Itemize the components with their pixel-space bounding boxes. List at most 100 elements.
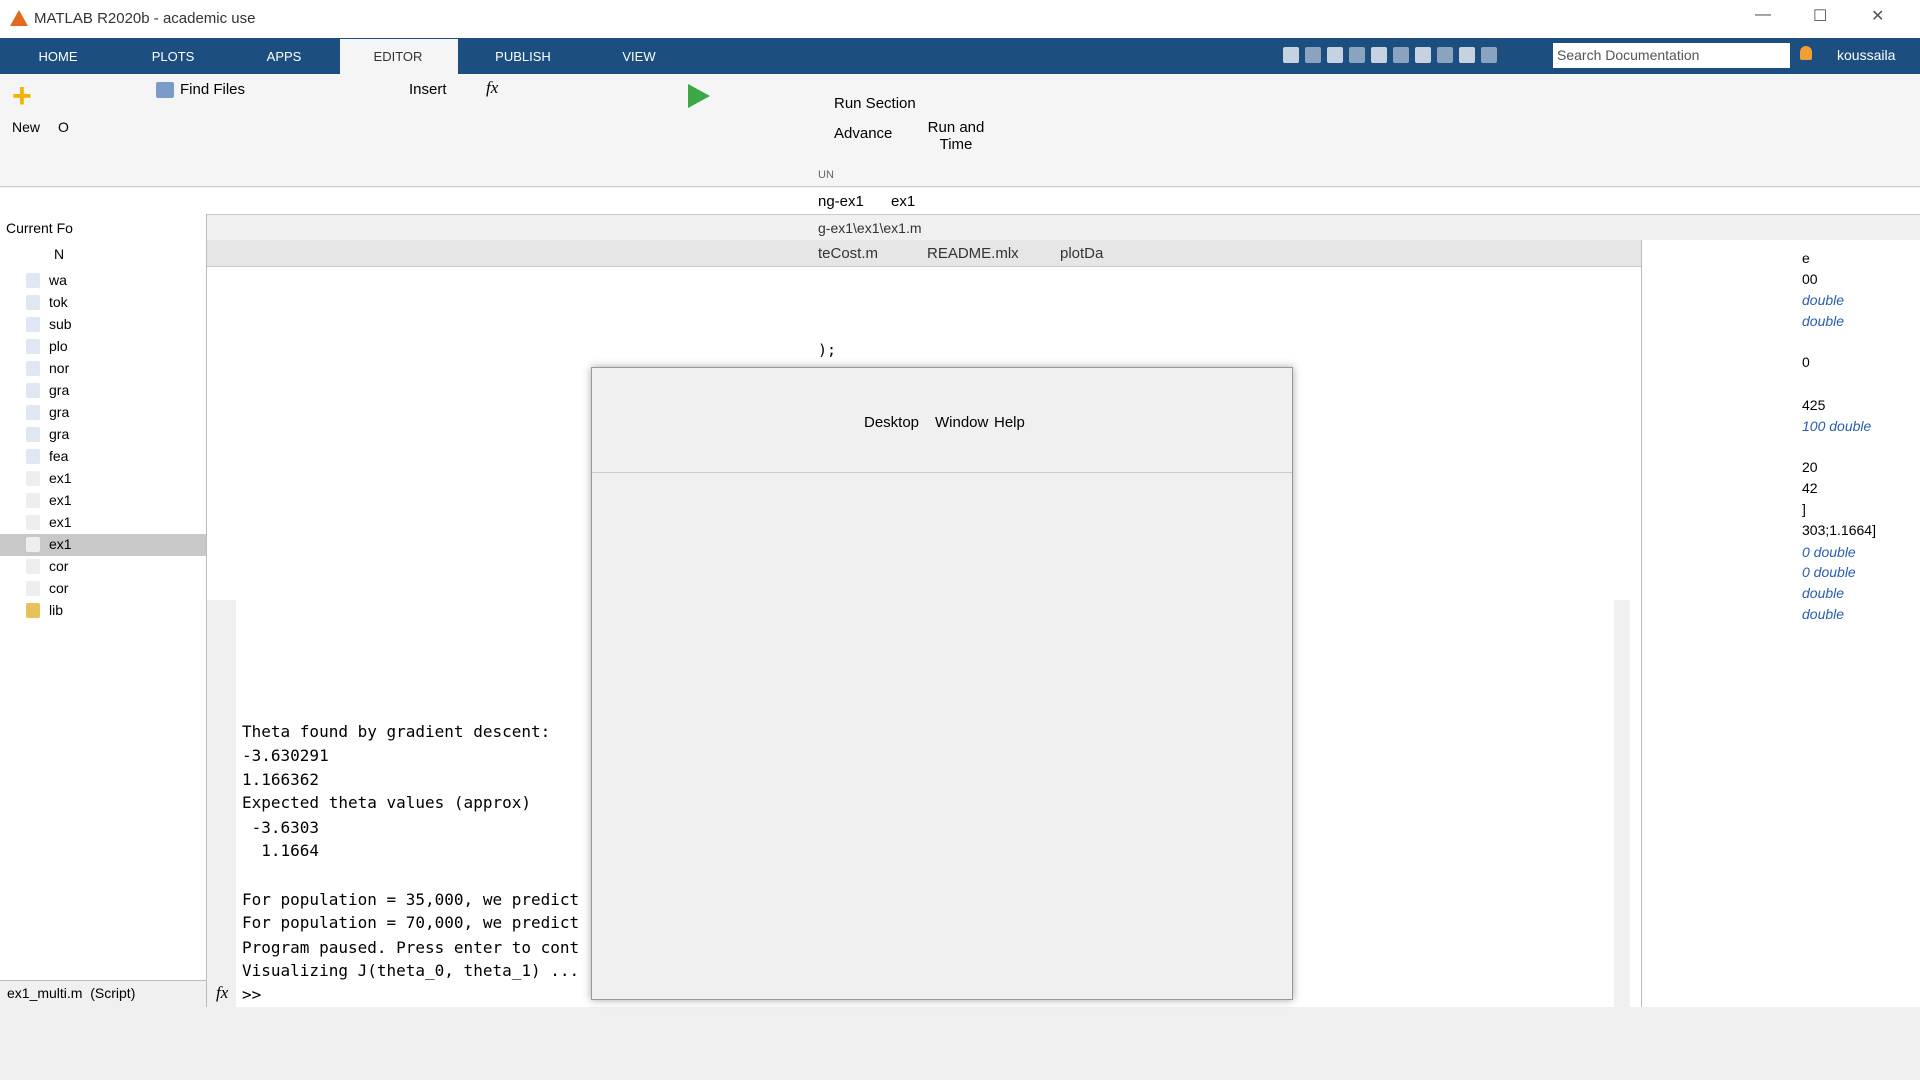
toolstrip: [0, 74, 1920, 187]
workspace-value: 42: [1802, 480, 1818, 496]
icon: [26, 515, 40, 530]
file-name[interactable]: ex1: [49, 514, 72, 530]
toolstrip-label[interactable]: fx: [486, 78, 499, 97]
file-name[interactable]: gra: [49, 404, 70, 420]
editor-tab[interactable]: teCost.m: [818, 245, 879, 262]
command-output: Theta found by gradient descent:: [242, 722, 551, 741]
file-name[interactable]: cor: [49, 558, 69, 574]
file-name[interactable]: plo: [49, 338, 68, 354]
notification-bell: [1800, 46, 1812, 60]
command-prompt: >>: [242, 985, 262, 1004]
workspace-value: double: [1802, 292, 1845, 308]
icon: [26, 471, 40, 486]
icon: [26, 537, 40, 552]
icon: [1393, 47, 1409, 63]
workspace-value: double: [1802, 606, 1845, 622]
icon: [26, 405, 40, 420]
toolstrip-label[interactable]: Advance: [834, 125, 893, 142]
run-icon: [688, 84, 710, 108]
ribbon-tab[interactable]: APPS: [266, 49, 302, 64]
file-name[interactable]: ex1: [49, 492, 72, 508]
workspace-value: 0: [1802, 354, 1810, 370]
command-output: -3.6303: [242, 818, 320, 837]
file-name[interactable]: ex1: [49, 536, 72, 552]
window-title: MATLAB R2020b - academic use: [34, 10, 256, 27]
icon: [156, 82, 174, 98]
ribbon-tab[interactable]: PLOTS: [151, 49, 195, 64]
command-output: 1.166362: [242, 770, 320, 789]
address-bar: [0, 188, 1920, 215]
editor-tab[interactable]: plotDa: [1060, 245, 1104, 262]
file-name[interactable]: tok: [49, 294, 68, 310]
ribbon-tab[interactable]: EDITOR: [373, 49, 423, 64]
workspace-header: e: [1802, 250, 1810, 266]
ribbon-tab[interactable]: PUBLISH: [495, 49, 551, 64]
icon: [1327, 47, 1343, 63]
script-name: ex1_multi.m (Script): [7, 985, 136, 1001]
workspace-value: 0 double: [1802, 564, 1856, 580]
file-name[interactable]: gra: [49, 382, 70, 398]
toolstrip-label[interactable]: Insert: [409, 81, 447, 98]
workspace-value: 20: [1802, 459, 1818, 475]
active-tab: [340, 39, 458, 75]
file-name[interactable]: fea: [49, 448, 69, 464]
selected-row: [0, 534, 206, 556]
workspace-value: 425: [1802, 397, 1826, 413]
search-placeholder[interactable]: Search Documentation: [1557, 47, 1700, 63]
file-name[interactable]: gra: [49, 426, 70, 442]
toolstrip-label[interactable]: Run Section: [834, 95, 916, 112]
crumb[interactable]: ex1: [891, 193, 916, 210]
icon: [26, 449, 40, 464]
command-output: For population = 35,000, we predict: [242, 890, 580, 909]
icon: [26, 581, 40, 596]
editor-tab[interactable]: README.mlx: [927, 245, 1019, 262]
icon: [26, 603, 40, 618]
menu-item[interactable]: Window: [935, 414, 989, 431]
file-name[interactable]: wa: [49, 272, 67, 288]
toolstrip-label[interactable]: Run and Time: [927, 119, 985, 153]
icon: [1481, 47, 1497, 63]
ribbon-tab[interactable]: VIEW: [622, 49, 656, 64]
icon: [26, 361, 40, 376]
icon: [26, 339, 40, 354]
icon: [26, 427, 40, 442]
search-box: [1553, 43, 1790, 68]
app-logo: [10, 10, 28, 26]
window-control[interactable]: —: [1755, 6, 1771, 23]
command-output: Program paused. Press enter to cont: [242, 938, 580, 957]
toolstrip-section: UN: [818, 169, 834, 181]
toolbar: [592, 442, 1292, 473]
status-bar: [0, 980, 206, 1008]
window-control[interactable]: ✕: [1871, 8, 1885, 25]
toolstrip-label[interactable]: New: [12, 119, 41, 135]
file-name[interactable]: nor: [49, 360, 70, 376]
icon: [26, 383, 40, 398]
panel-title: Current Fo: [6, 220, 73, 236]
icon: [1305, 47, 1321, 63]
icon: [26, 493, 40, 508]
crumb[interactable]: ng-ex1: [818, 193, 864, 210]
file-name[interactable]: sub: [49, 316, 72, 332]
editor-tabs: [206, 240, 1641, 267]
file-name[interactable]: ex1: [49, 470, 72, 486]
command-output: Visualizing J(theta_0, theta_1) ...: [242, 961, 580, 980]
window-control[interactable]: ☐: [1813, 8, 1828, 25]
menu-item[interactable]: Help: [994, 414, 1025, 431]
workspace-value: 100 double: [1802, 418, 1872, 434]
title-bar: [0, 0, 1920, 38]
toolstrip-label[interactable]: O: [58, 119, 69, 135]
workspace-value: 303;1.1664]: [1802, 522, 1876, 538]
menu-item[interactable]: Desktop: [864, 414, 920, 431]
contour-plot: [592, 368, 1292, 999]
icon: [26, 559, 40, 574]
toolstrip-label[interactable]: Find Files: [180, 81, 246, 98]
code-line: );: [818, 341, 837, 359]
new-icon: +: [12, 77, 32, 115]
file-name[interactable]: lib: [49, 602, 64, 618]
workspace-panel: [1641, 240, 1920, 1007]
file-name[interactable]: cor: [49, 580, 69, 596]
icon: [1437, 47, 1453, 63]
ribbon-tab[interactable]: HOME: [38, 49, 78, 64]
user-name[interactable]: koussaila: [1837, 47, 1896, 63]
fx-icon: fx: [216, 983, 229, 1002]
